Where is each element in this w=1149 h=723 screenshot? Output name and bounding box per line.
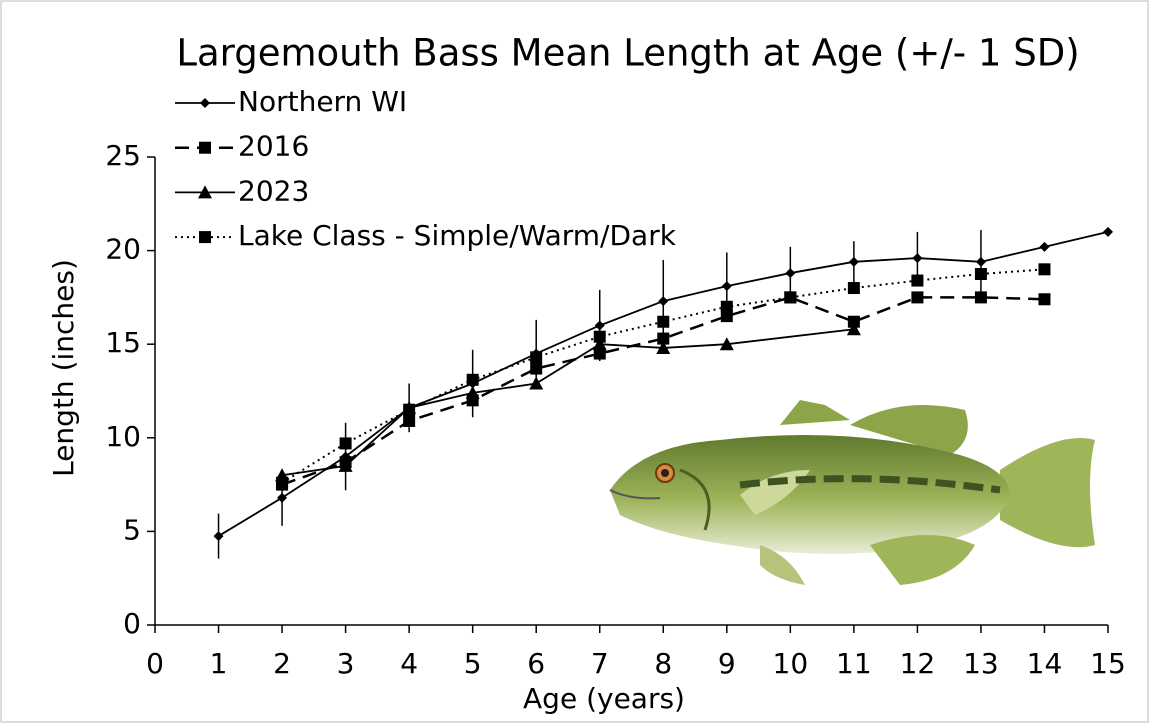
legend-marker [200,98,210,108]
x-tick-label: 8 [654,647,672,680]
marker [912,253,923,264]
marker [466,373,479,386]
y-tick-label: 25 [105,139,141,172]
x-tick-label: 3 [337,647,355,680]
x-tick-label: 15 [1090,647,1126,680]
marker [530,351,543,364]
y-tick-label: 10 [105,420,141,453]
marker [975,256,986,267]
marker [785,268,796,279]
x-tick-label: 11 [836,647,872,680]
y-axis-label: Length (inches) [47,259,80,477]
marker [974,268,987,280]
marker [657,315,670,328]
marker [1103,226,1113,237]
marker [847,282,860,295]
marker [403,403,416,416]
marker [1038,293,1051,306]
marker [529,376,544,390]
legend-marker [199,231,211,244]
marker [530,362,543,375]
marker [403,414,416,427]
x-tick-label: 9 [718,647,736,680]
chart-title: Largemouth Bass Mean Length at Age (+/- … [176,32,1079,75]
marker [277,492,288,503]
x-tick-label: 14 [1027,647,1063,680]
legend-marker [199,141,211,154]
legend-label: Lake Class - Simple/Warm/Dark [238,219,677,252]
marker [593,330,606,343]
marker [720,300,733,313]
x-tick-label: 10 [773,647,809,680]
marker [720,310,733,323]
marker [848,256,859,267]
marker [594,320,605,331]
marker [592,337,607,351]
x-tick-label: 1 [210,647,228,680]
marker [911,274,924,287]
x-tick-label: 4 [400,647,418,680]
y-tick-label: 5 [123,513,141,546]
marker [276,476,289,489]
x-tick-label: 7 [591,647,609,680]
marker [338,458,353,472]
x-tick-label: 6 [527,647,545,680]
marker [213,531,224,542]
marker [721,281,732,292]
y-tick-label: 15 [105,326,141,359]
y-tick-label: 0 [123,607,141,640]
marker [1039,241,1050,252]
x-tick-label: 2 [273,647,291,680]
marker [656,340,671,354]
marker [846,322,861,336]
legend-label: 2023 [238,174,309,207]
legend-marker [198,185,212,199]
x-tick-label: 12 [900,647,936,680]
marker [339,437,352,450]
marker [911,291,924,304]
marker [1038,263,1051,276]
marker [847,315,860,328]
legend-label: Northern WI [238,85,407,118]
y-tick-label: 20 [105,233,141,266]
x-tick-label: 0 [146,647,164,680]
legend-label: 2016 [238,130,309,163]
marker [784,291,797,304]
marker [593,347,606,360]
marker [465,385,480,399]
x-tick-label: 5 [464,647,482,680]
fish-illustration [609,400,1095,585]
marker [657,332,670,345]
x-tick-label: 13 [963,647,999,680]
marker [719,337,734,351]
marker [974,291,987,304]
x-axis-label: Age (years) [523,682,685,715]
marker [658,296,669,307]
